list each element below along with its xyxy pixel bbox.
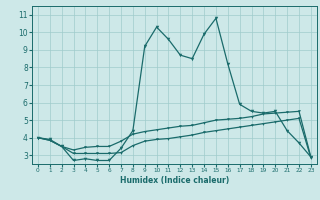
- X-axis label: Humidex (Indice chaleur): Humidex (Indice chaleur): [120, 176, 229, 185]
